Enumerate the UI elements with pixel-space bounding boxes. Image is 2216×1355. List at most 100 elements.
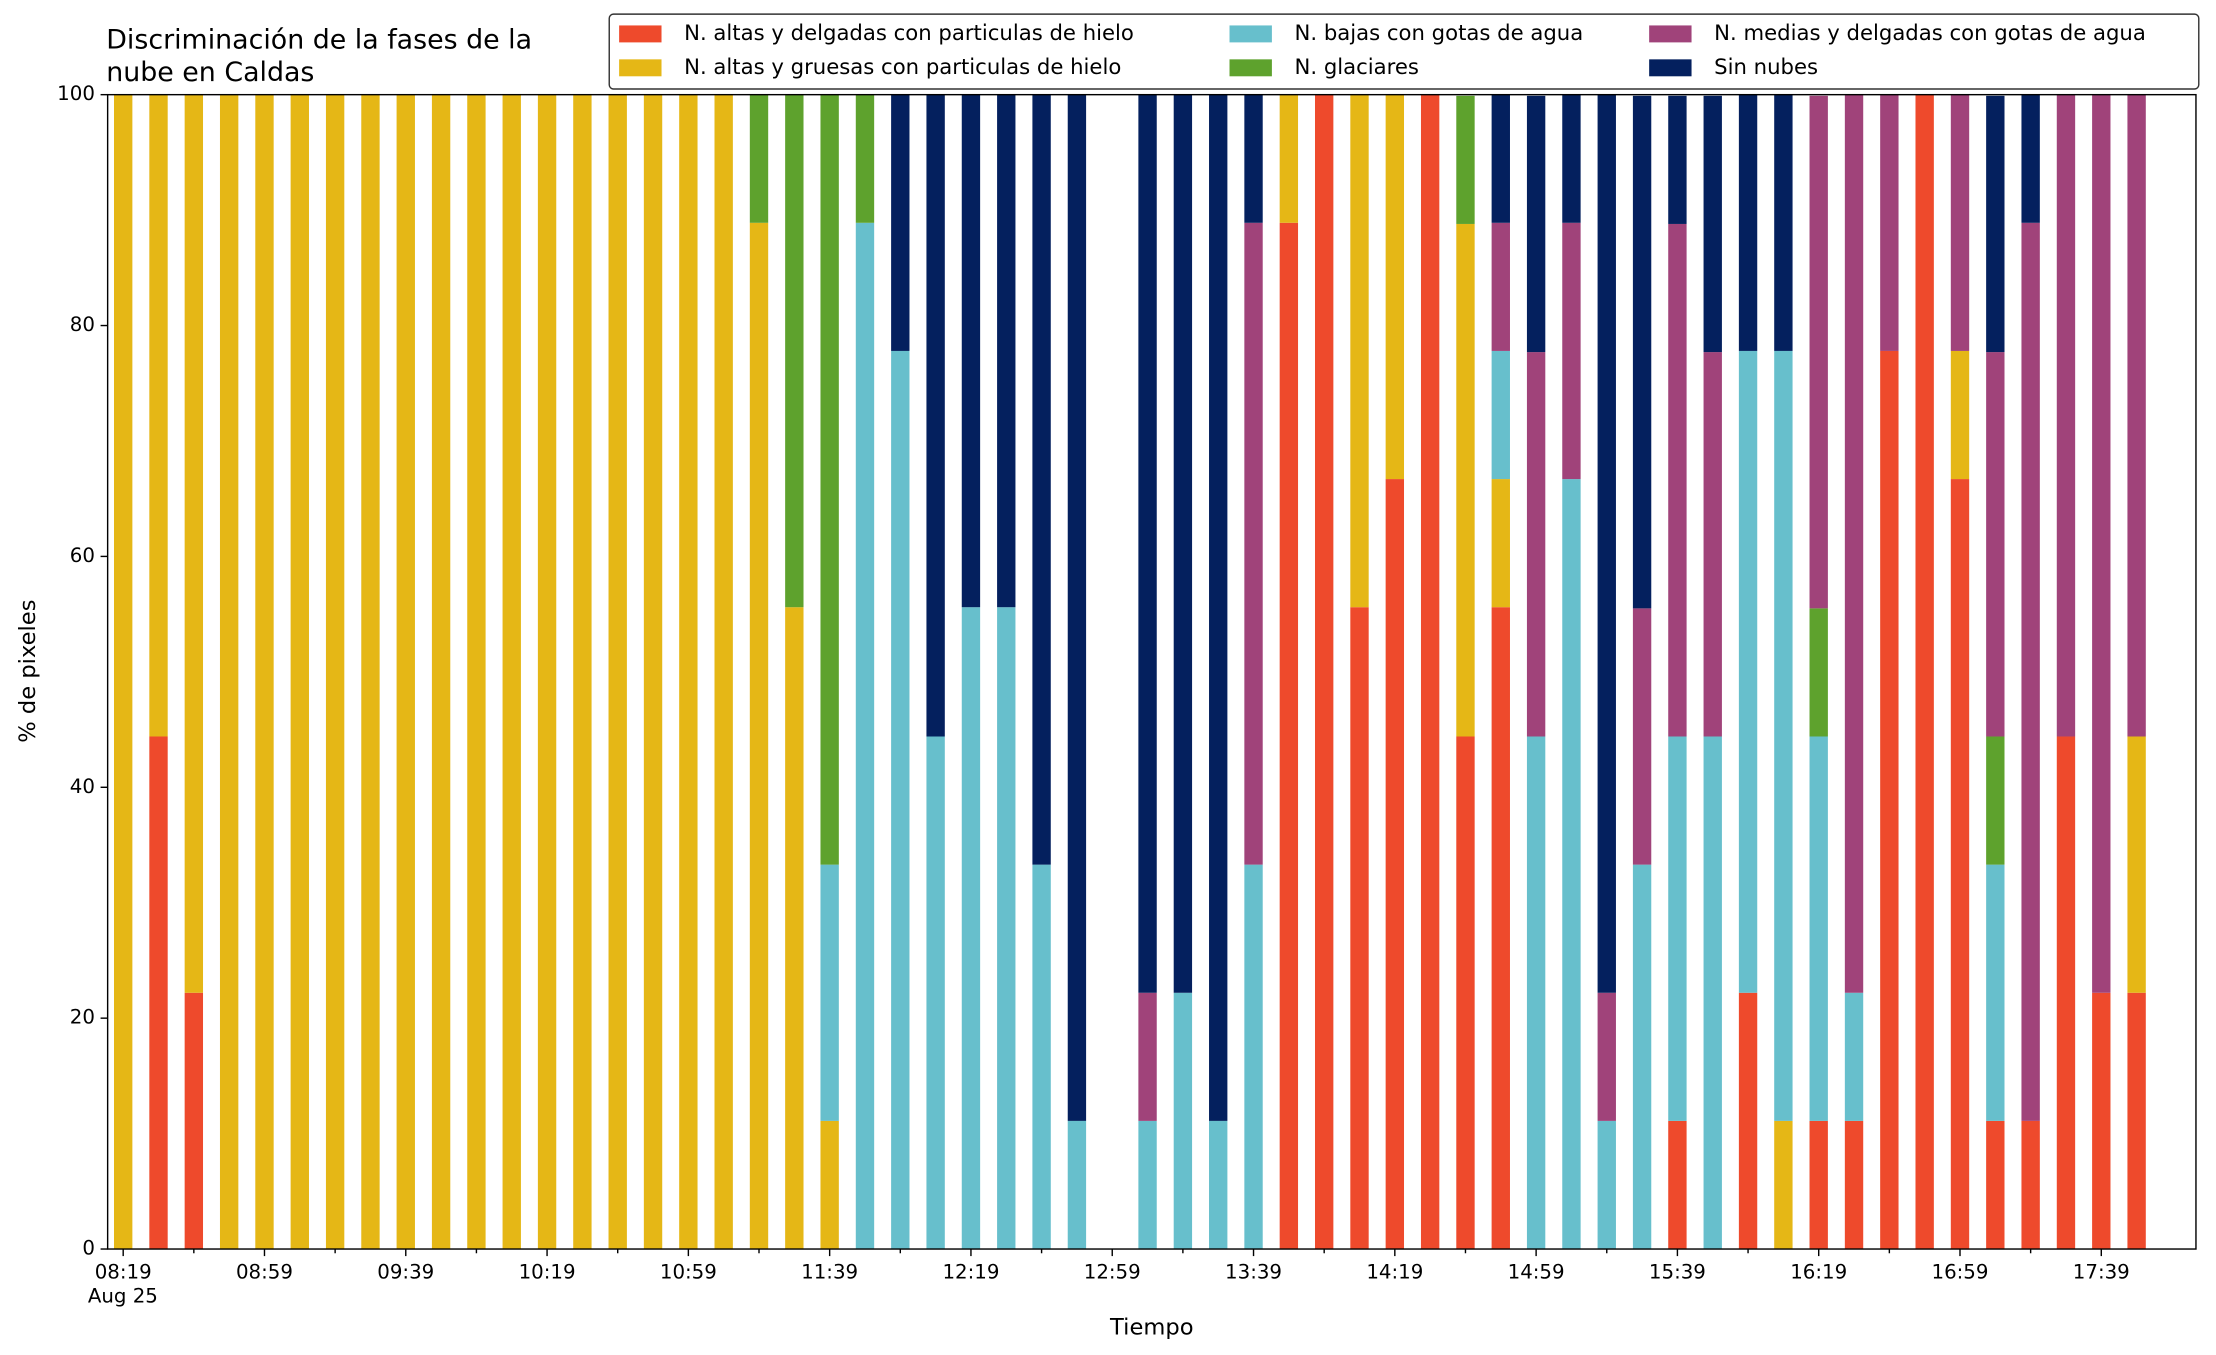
bar-segment (1526, 352, 1546, 737)
bar-segment (997, 94, 1016, 608)
bar-segment (820, 864, 839, 1121)
bar-segment (1632, 864, 1652, 1250)
bar-segment (1844, 94, 1864, 993)
bar-segment (926, 94, 945, 737)
bar-segment (1986, 95, 2005, 353)
bar-segment (1774, 94, 1793, 351)
bar-segment (1880, 94, 1899, 351)
bar-segment (820, 1120, 839, 1250)
bar-segment (1632, 95, 1652, 609)
bar-segment (1668, 736, 1687, 1121)
bar-segment (1703, 352, 1722, 737)
x-tick-label: 14:19 (1366, 1261, 1423, 1284)
bar-segment (891, 94, 910, 351)
legend-swatch (1229, 59, 1272, 77)
bar-segment (1067, 1120, 1087, 1250)
legend-swatch (619, 59, 662, 77)
x-tick-label: 12:19 (942, 1261, 999, 1284)
legend-label: N. medias y delgadas con gotas de agua (1714, 20, 2146, 45)
bar-segment (184, 992, 204, 1250)
bar-segment (2056, 736, 2076, 1250)
x-tick-label: 08:59 (236, 1261, 293, 1284)
bar-segment (1491, 222, 1510, 351)
bar-segment (785, 94, 804, 608)
bar-segment (997, 607, 1016, 1250)
bar-segment (1244, 864, 1263, 1250)
bar-segment (2127, 736, 2146, 993)
y-tick-label: 100 (57, 82, 95, 105)
bar-segment (961, 94, 981, 608)
bar-segment (1738, 992, 1758, 1250)
bar-segment (749, 222, 769, 1250)
bar-segment (1703, 95, 1722, 353)
legend-swatch (619, 25, 662, 43)
bar-segment (714, 94, 733, 1250)
bar-segment (1809, 608, 1828, 737)
bar-segment (2092, 94, 2111, 993)
bar-segment (1844, 992, 1864, 1121)
y-tick-label: 20 (70, 1006, 95, 1029)
bar-segment (1880, 350, 1899, 1250)
bar-segment (1597, 992, 1616, 1121)
bar-segment (255, 94, 274, 1250)
bar-segment (2056, 94, 2076, 737)
bar-segment (1774, 1120, 1793, 1250)
bar-segment (1703, 736, 1722, 1250)
bar-segment (1314, 94, 1334, 1250)
bar-segment (1456, 95, 1475, 224)
plot-frame (106, 93, 2197, 1250)
bar-segment (537, 94, 557, 1250)
bar-segment (1597, 1120, 1616, 1250)
bar-segment (1491, 479, 1510, 608)
bar-segment (1986, 864, 2005, 1121)
bar-segment (1138, 992, 1157, 1121)
bar-segment (290, 94, 309, 1250)
x-tick-label: 16:19 (1790, 1261, 1847, 1284)
bar-segment (1597, 94, 1616, 993)
bar-segment (1774, 350, 1793, 1121)
bar-segment (926, 736, 945, 1250)
bar-segment (361, 94, 380, 1250)
bar-segment (1420, 94, 1440, 1250)
bar-segment (1032, 94, 1051, 865)
bar-segment (643, 94, 663, 1250)
bar-segment (1738, 94, 1758, 351)
chart-title: Discriminación de la fases de la (106, 24, 532, 55)
x-tick-label: 15:39 (1649, 1261, 1706, 1284)
bar-segment (785, 607, 804, 1250)
bar-segment (1173, 992, 1193, 1250)
x-tick-label: 12:59 (1084, 1261, 1141, 1284)
x-tick-label: 10:19 (519, 1261, 576, 1284)
legend-label: N. bajas con gotas de agua (1295, 20, 1584, 45)
bar-segment (1809, 95, 1828, 609)
bar-segment (891, 350, 910, 1250)
legend-swatch (1649, 59, 1692, 77)
bar-segment (431, 94, 451, 1250)
bar-segment (1209, 94, 1228, 1121)
bar-segment (1385, 479, 1405, 1250)
legend-box (608, 13, 2200, 90)
bar-segment (1138, 1120, 1157, 1250)
x-axis-label: Tiempo (1109, 1315, 1193, 1341)
bar-segment (679, 94, 698, 1250)
bar-segment (855, 94, 875, 223)
x-date-label: Aug 25 (88, 1285, 158, 1308)
bar-segment (1668, 1120, 1687, 1250)
bar-segment (1809, 1120, 1828, 1250)
bar-segment (1350, 94, 1369, 608)
bar-segment (1138, 94, 1157, 993)
bar-segment (608, 94, 627, 1250)
bar-segment (2021, 94, 2040, 223)
y-tick-label: 80 (70, 313, 95, 336)
chart-title: nube en Caldas (106, 57, 314, 88)
bar-segment (2092, 992, 2111, 1250)
bar-segment (1032, 864, 1051, 1250)
x-tick-label: 14:59 (1508, 1261, 1565, 1284)
bar-segment (114, 94, 133, 1250)
bar-segment (1986, 736, 2005, 865)
bar-segment (1279, 94, 1299, 223)
bar-segment (1562, 479, 1581, 1250)
legend-label: Sin nubes (1714, 54, 1818, 79)
bar-segment (1562, 94, 1581, 223)
bar-segment (1456, 736, 1475, 1250)
